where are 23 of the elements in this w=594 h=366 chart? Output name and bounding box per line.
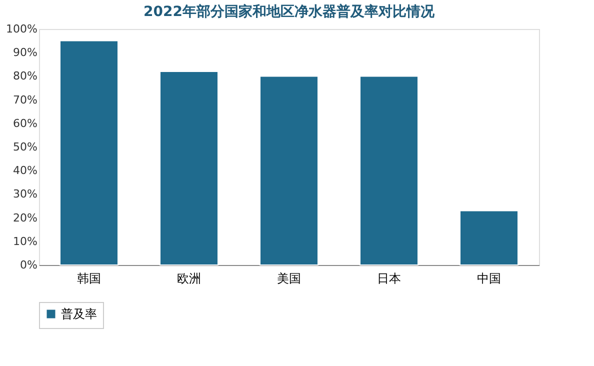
- y-tick-label: 80%: [13, 70, 38, 83]
- y-tick-label: 20%: [13, 211, 38, 224]
- y-tick-label: 70%: [13, 93, 38, 106]
- y-tick-label: 100%: [6, 22, 38, 36]
- y-tick-label: 0%: [20, 258, 38, 272]
- y-tick-label: 10%: [13, 234, 38, 248]
- y-tick-label: 60%: [13, 116, 38, 130]
- x-tick-label: 韩国: [77, 272, 101, 286]
- y-tick-label: 50%: [13, 140, 38, 154]
- y-tick-label: 90%: [13, 46, 38, 60]
- bar: [160, 70, 218, 266]
- bar: [60, 40, 118, 266]
- bar: [260, 76, 318, 266]
- x-tick-label: 中国: [477, 272, 501, 286]
- bar: [460, 210, 518, 266]
- legend-label: 普及率: [61, 307, 97, 321]
- y-tick-label: 40%: [13, 164, 38, 178]
- x-tick-label: 日本: [377, 272, 401, 286]
- y-tick-label: 30%: [13, 188, 38, 201]
- x-tick-label: 欧洲: [177, 272, 201, 286]
- x-tick-label: 美国: [277, 272, 301, 286]
- bar: [360, 76, 418, 266]
- chart-title: 2022年部分国家和地区净水器普及率对比情况: [144, 3, 436, 20]
